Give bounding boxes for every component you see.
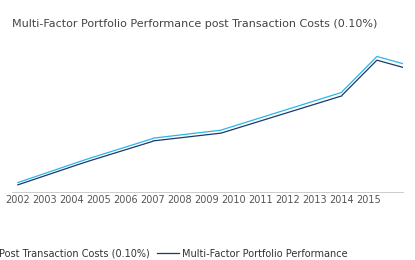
Multi-Factor Portfolio Performance	[260, 119, 265, 122]
Post Transaction Costs (0.10%)	[260, 115, 265, 119]
Legend: Post Transaction Costs (0.10%), Multi-Factor Portfolio Performance: Post Transaction Costs (0.10%), Multi-Fa…	[0, 245, 352, 260]
Multi-Factor Portfolio Performance	[15, 183, 20, 186]
Multi-Factor Portfolio Performance	[400, 66, 405, 69]
Post Transaction Costs (0.10%)	[295, 105, 300, 108]
Multi-Factor Portfolio Performance	[133, 145, 138, 148]
Multi-Factor Portfolio Performance	[375, 59, 380, 62]
Post Transaction Costs (0.10%)	[375, 55, 380, 58]
Post Transaction Costs (0.10%)	[26, 177, 31, 180]
Multi-Factor Portfolio Performance	[201, 134, 206, 137]
Post Transaction Costs (0.10%)	[400, 62, 405, 65]
Multi-Factor Portfolio Performance	[239, 125, 244, 128]
Post Transaction Costs (0.10%)	[15, 181, 20, 184]
Post Transaction Costs (0.10%)	[133, 142, 138, 145]
Text: Multi-Factor Portfolio Performance post Transaction Costs (0.10%): Multi-Factor Portfolio Performance post …	[12, 19, 378, 29]
Post Transaction Costs (0.10%)	[239, 122, 244, 125]
Line: Post Transaction Costs (0.10%): Post Transaction Costs (0.10%)	[18, 56, 403, 183]
Multi-Factor Portfolio Performance	[295, 108, 300, 111]
Multi-Factor Portfolio Performance	[26, 180, 31, 183]
Line: Multi-Factor Portfolio Performance: Multi-Factor Portfolio Performance	[18, 60, 403, 185]
Post Transaction Costs (0.10%)	[201, 131, 206, 134]
